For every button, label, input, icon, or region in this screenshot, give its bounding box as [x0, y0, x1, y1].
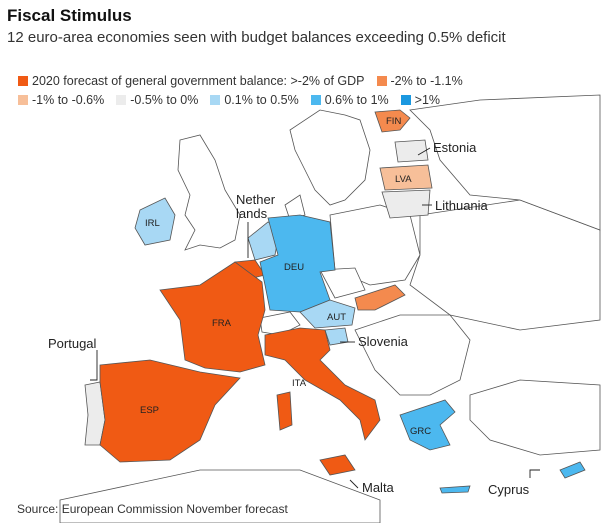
legend-label: -2% to -1.1% [390, 74, 463, 88]
legend-item: 2020 forecast of general government bala… [18, 72, 365, 91]
code-lva: LVA [395, 174, 412, 185]
source-note: Source: European Commission November for… [17, 502, 288, 516]
country-ita-sardinia [276, 391, 293, 431]
legend-swatch [18, 76, 28, 86]
country-ita [264, 327, 381, 441]
turkey [469, 379, 601, 456]
country-est [394, 139, 429, 163]
country-aut [299, 299, 356, 329]
country-fra [159, 261, 266, 373]
code-irl: IRL [145, 218, 160, 229]
code-deu: DEU [284, 262, 304, 273]
label-portugal: Portugal [48, 336, 97, 351]
legend-item: >1% [400, 91, 441, 110]
scandinavia [289, 109, 371, 206]
north-africa [59, 469, 381, 523]
legend-item: -1% to -0.6% [18, 91, 104, 110]
country-grc-crete [439, 485, 471, 494]
czechia [319, 267, 366, 299]
label-netherlands-1: Nether [236, 192, 276, 207]
country-grc [399, 399, 456, 451]
label-malta: Malta [362, 480, 395, 495]
country-irl [134, 197, 176, 246]
code-esp: ESP [140, 405, 159, 416]
legend-item: -0.5% to 0% [116, 91, 198, 110]
legend-label: 2020 forecast of general government bala… [32, 74, 365, 88]
country-lva [379, 164, 433, 191]
balkans [354, 314, 471, 396]
label-lithuania: Lithuania [435, 198, 489, 213]
country-cyp [559, 461, 586, 479]
legend-swatch [18, 95, 28, 105]
label-netherlands-2: lands [236, 206, 268, 221]
legend-item: 0.1% to 0.5% [210, 91, 299, 110]
label-estonia: Estonia [433, 140, 477, 155]
legend: 2020 forecast of general government bala… [18, 72, 608, 110]
legend-swatch [376, 76, 387, 86]
legend-swatch [310, 95, 321, 105]
code-ita: ITA [292, 378, 307, 389]
country-esp [99, 359, 241, 463]
legend-item: 0.6% to 1% [310, 91, 389, 110]
legend-swatch [400, 95, 411, 105]
chart-subtitle: 12 euro-area economies seen with budget … [7, 29, 506, 46]
code-grc: GRC [410, 426, 431, 437]
label-slovenia: Slovenia [358, 334, 409, 349]
legend-item: -2% to -1.1% [376, 72, 463, 91]
code-fra: FRA [212, 318, 232, 329]
denmark [284, 194, 306, 221]
legend-swatch [116, 95, 127, 105]
country-ltu [381, 189, 431, 219]
legend-label: 0.6% to 1% [324, 93, 389, 107]
chart-title: Fiscal Stimulus [7, 6, 132, 25]
country-ita-sicily [319, 454, 356, 476]
legend-label: -1% to -0.6% [32, 93, 105, 107]
code-fin: FIN [386, 116, 401, 127]
legend-swatch [210, 95, 221, 105]
legend-label: 0.1% to 0.5% [224, 93, 299, 107]
russia [409, 94, 601, 231]
uk [177, 134, 241, 251]
code-aut: AUT [327, 312, 346, 323]
country-fin [374, 109, 411, 133]
label-cyprus: Cyprus [488, 482, 530, 497]
legend-label: -0.5% to 0% [130, 93, 199, 107]
legend-label: >1% [414, 93, 441, 107]
country-svk [354, 284, 406, 311]
